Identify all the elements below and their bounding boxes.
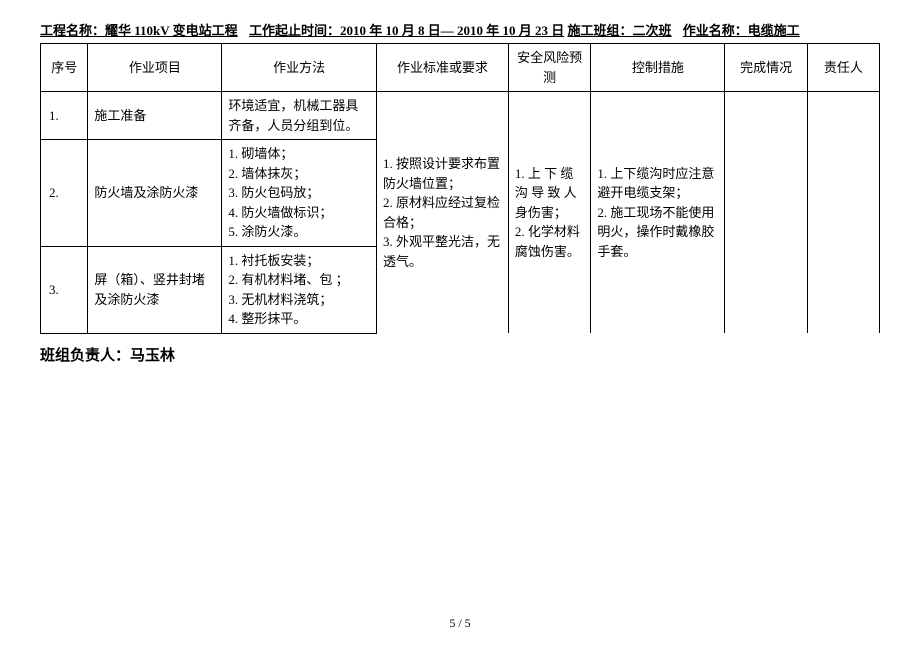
- cell-method: 1. 衬托板安装； 2. 有机材料堵、包 ； 3. 无机材料浇筑； 4. 整形抹…: [222, 246, 377, 333]
- cell-seq: 2.: [41, 140, 88, 247]
- leader-name: 马玉林: [130, 348, 175, 364]
- cell-item: 屏（箱）、竖井封堵及涂防火漆: [88, 246, 222, 333]
- col-risk: 安全风险预测: [508, 44, 590, 92]
- col-method: 作业方法: [222, 44, 377, 92]
- task-label: 作业名称：: [683, 23, 748, 38]
- col-standard: 作业标准或要求: [376, 44, 508, 92]
- project-label: 工程名称：: [40, 23, 105, 38]
- cell-risk: 1. 上 下 缆沟 导 致 人身伤害； 2. 化学材料腐蚀伤害。: [508, 92, 590, 334]
- col-owner: 责任人: [807, 44, 879, 92]
- leader-label: 班组负责人：: [40, 348, 130, 364]
- work-table: 序号 作业项目 作业方法 作业标准或要求 安全风险预测 控制措施 完成情况 责任…: [40, 43, 880, 334]
- header-line: 工程名称：耀华 110kV 变电站工程 工作起止时间：2010 年 10 月 8…: [40, 20, 880, 39]
- cell-control: 1. 上下缆沟时应注意避开电缆支架； 2. 施工现场不能使用明火，操作时戴橡胶手…: [591, 92, 725, 334]
- cell-owner: [807, 92, 879, 334]
- project-value: 耀华 110kV 变电站工程: [105, 23, 238, 38]
- cell-item: 防火墙及涂防火漆: [88, 140, 222, 247]
- team-label: 施工班组：: [567, 23, 632, 38]
- table-header-row: 序号 作业项目 作业方法 作业标准或要求 安全风险预测 控制措施 完成情况 责任…: [41, 44, 880, 92]
- col-seq: 序号: [41, 44, 88, 92]
- time-label: 工作起止时间：: [249, 23, 340, 38]
- time-value: 2010 年 10 月 8 日— 2010 年 10 月 23 日: [340, 23, 564, 38]
- cell-method: 1. 砌墙体； 2. 墙体抹灰； 3. 防火包码放； 4. 防火墙做标识； 5.…: [222, 140, 377, 247]
- task-value: 电缆施工: [748, 23, 800, 38]
- team-value: 二次班: [632, 23, 671, 38]
- cell-item: 施工准备: [88, 92, 222, 140]
- footer-leader: 班组负责人：马玉林: [40, 344, 880, 365]
- cell-seq: 3.: [41, 246, 88, 333]
- page-number: 5 / 5: [0, 616, 920, 631]
- table-row: 1. 施工准备 环境适宜，机械工器具齐备，人员分组到位。 1. 按照设计要求布置…: [41, 92, 880, 140]
- cell-method: 环境适宜，机械工器具齐备，人员分组到位。: [222, 92, 377, 140]
- col-control: 控制措施: [591, 44, 725, 92]
- col-done: 完成情况: [725, 44, 807, 92]
- cell-standard: 1. 按照设计要求布置防火墙位置； 2. 原材料应经过复检合格； 3. 外观平整…: [376, 92, 508, 334]
- col-item: 作业项目: [88, 44, 222, 92]
- cell-done: [725, 92, 807, 334]
- cell-seq: 1.: [41, 92, 88, 140]
